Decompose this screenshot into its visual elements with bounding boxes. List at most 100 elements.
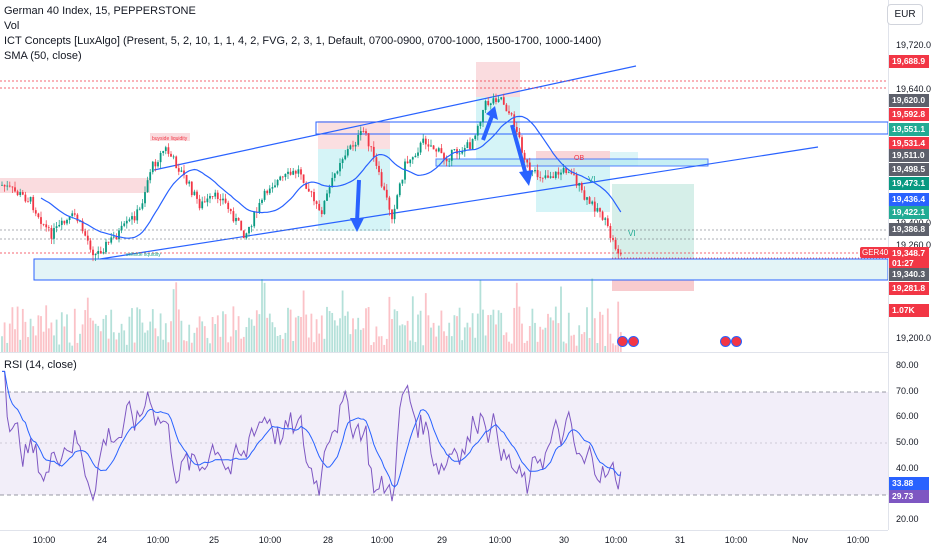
candle-body <box>536 170 539 178</box>
volume-bar <box>146 330 149 352</box>
candle-body <box>588 197 591 204</box>
currency-button[interactable]: EUR <box>887 4 923 25</box>
candle-body <box>567 172 570 174</box>
event-flag-icon[interactable] <box>628 336 639 347</box>
volume-bar <box>274 327 276 352</box>
candle-body <box>159 152 162 163</box>
volume-bar <box>131 308 133 352</box>
event-flag-icon[interactable] <box>617 336 628 347</box>
volume-bar <box>437 325 440 352</box>
price-tag: 19,473.1 <box>889 177 929 190</box>
candle-body <box>466 142 469 149</box>
channel-upper[interactable] <box>153 65 637 171</box>
candle-body <box>118 230 120 240</box>
candle-body <box>476 125 479 136</box>
candle-body <box>11 186 14 188</box>
candle-body <box>344 155 347 160</box>
volume-bar <box>609 333 612 352</box>
price-tag: 19,436.4 <box>889 193 929 206</box>
candle-body <box>162 151 165 153</box>
down-arrow-2 <box>510 124 533 186</box>
candle-body <box>320 210 323 215</box>
volume-bar <box>424 293 427 352</box>
candle-body <box>560 172 562 175</box>
volume-bar <box>209 343 211 352</box>
candle-body <box>609 225 612 239</box>
price-tag: 19,340.3 <box>889 268 929 281</box>
volume-bar <box>211 317 214 352</box>
volume-bar <box>328 311 331 352</box>
price-chart[interactable]: buyside liquidity sellside liquidity OB … <box>0 0 888 352</box>
volume-bar <box>570 335 573 352</box>
price-tag: 19,422.1 <box>889 206 929 219</box>
price-tag: 19,620.0 <box>889 94 929 107</box>
event-flag-icon[interactable] <box>731 336 742 347</box>
candle-body <box>419 142 422 153</box>
candle-body <box>196 191 198 199</box>
volume-bar <box>521 323 523 352</box>
candle-body <box>102 252 105 254</box>
volume-bar <box>612 343 614 352</box>
volume-bar <box>458 307 461 352</box>
volume-bar <box>391 319 393 352</box>
volume-bar <box>222 311 224 352</box>
candle-body <box>469 142 471 150</box>
volume-bar <box>357 317 360 352</box>
volume-bar <box>591 278 594 352</box>
candle-body <box>203 201 206 203</box>
time-axis[interactable] <box>0 530 888 551</box>
sma-legend[interactable]: SMA (50, close) <box>4 50 82 62</box>
candle-body <box>586 197 588 200</box>
candle-body <box>149 172 152 181</box>
rsi-chart[interactable] <box>0 353 888 530</box>
candle-body <box>604 218 607 220</box>
volume-bar <box>583 332 586 352</box>
volume-bar <box>34 335 37 352</box>
volume-bar <box>206 337 209 352</box>
volume-bar <box>367 307 370 352</box>
candle-body <box>232 211 235 222</box>
candle-body <box>349 145 352 150</box>
candle-body <box>414 155 417 158</box>
symbol-title[interactable]: German 40 Index, 15, PEPPERSTONE <box>4 5 196 17</box>
volume-bar <box>66 314 68 352</box>
volume-bar <box>188 324 191 352</box>
event-flag-icon[interactable] <box>720 336 731 347</box>
symbol-tag[interactable]: GER40 <box>860 247 891 258</box>
sellside-zone <box>0 178 150 193</box>
candle-body <box>193 191 196 196</box>
volume-bar <box>185 341 188 352</box>
volume-bar <box>232 306 235 352</box>
volume-bar <box>393 309 396 352</box>
volume-bar <box>526 340 529 352</box>
volume-bar <box>86 297 89 352</box>
volume-bar <box>47 328 50 352</box>
candle-body <box>138 208 141 210</box>
volume-bar <box>237 316 240 352</box>
ict-legend[interactable]: ICT Concepts [LuxAlgo] (Present, 5, 2, 1… <box>4 35 602 47</box>
volume-bar <box>71 345 74 352</box>
volume-bar <box>45 305 48 352</box>
channel-lower[interactable] <box>99 146 819 260</box>
volume-bar <box>450 336 453 352</box>
rsi-ma-line <box>2 370 621 488</box>
volume-bar <box>500 312 503 352</box>
volume-bar <box>427 315 430 352</box>
time-tick: 24 <box>96 535 108 545</box>
candle-body <box>97 250 100 254</box>
volume-bar <box>320 315 323 352</box>
volume-bar <box>164 323 167 352</box>
pane-separator[interactable] <box>0 352 888 353</box>
volume-bar <box>567 312 570 352</box>
rsi-legend[interactable]: RSI (14, close) <box>4 359 77 371</box>
candle-body <box>328 187 331 194</box>
volume-bar <box>60 312 63 352</box>
candle-body <box>250 226 253 228</box>
volume-bar <box>448 322 451 352</box>
volume-bar <box>461 340 464 352</box>
volume-bar <box>81 324 84 352</box>
candle-body <box>362 131 365 132</box>
vol-legend[interactable]: Vol <box>4 20 20 32</box>
volume-bar <box>55 319 58 352</box>
candle-body <box>60 220 63 225</box>
